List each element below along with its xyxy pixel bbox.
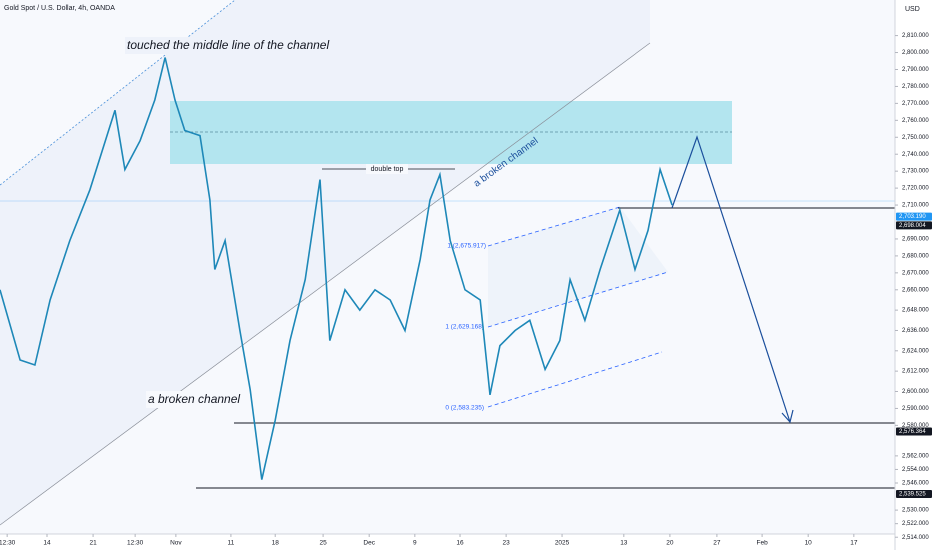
annotation: a broken channel bbox=[148, 392, 240, 406]
currency: USD bbox=[905, 6, 920, 13]
x-tick-label: 9 bbox=[413, 540, 417, 547]
y-tick-label: 2,750.000 bbox=[902, 135, 929, 141]
x-tick-label: 16 bbox=[456, 540, 464, 547]
arrow-head bbox=[781, 409, 794, 424]
x-tick-label: 23 bbox=[503, 540, 511, 547]
y-tick-label: 2,710.000 bbox=[902, 203, 929, 209]
chart-title: Gold Spot / U.S. Dollar, 4h, OANDA bbox=[4, 5, 115, 12]
y-tick-label: 2,660.000 bbox=[902, 287, 929, 293]
y-tick-label: 2,580.000 bbox=[902, 423, 929, 429]
fib-line bbox=[487, 351, 663, 408]
x-tick-label: 21 bbox=[89, 540, 97, 547]
y-tick-label: 2,720.000 bbox=[902, 186, 929, 192]
x-tick-label: 12:30 bbox=[0, 540, 16, 547]
y-tick-label: 2,670.000 bbox=[902, 270, 929, 276]
x-tick-label: 2025 bbox=[555, 540, 570, 547]
y-tick-label: 2,624.000 bbox=[902, 348, 929, 354]
x-tick-label: 25 bbox=[319, 540, 327, 547]
price-label-box bbox=[896, 212, 932, 221]
y-tick-label: 2,514.000 bbox=[902, 535, 929, 541]
channel-line bbox=[0, 42, 651, 526]
x-tick-label: 14 bbox=[43, 540, 51, 547]
y-tick-label: 2,810.000 bbox=[902, 33, 929, 39]
y-tick-label: 2,770.000 bbox=[902, 101, 929, 107]
fib-label: 1 (2,675.917) bbox=[447, 243, 486, 250]
y-tick-label: 2,760.000 bbox=[902, 118, 929, 124]
price-label: 2,539.525 bbox=[899, 492, 926, 498]
x-tick-label: 20 bbox=[666, 540, 674, 547]
fib-line bbox=[487, 206, 621, 247]
projection-arrow bbox=[671, 135, 791, 423]
y-tick-label: 2,680.000 bbox=[902, 253, 929, 259]
x-tick-label: 13 bbox=[620, 540, 628, 547]
y-tick-label: 2,740.000 bbox=[902, 152, 929, 158]
x-tick-label: Nov bbox=[170, 540, 182, 547]
x-tick-label: 12:30 bbox=[127, 540, 144, 547]
y-tick-label: 2,636.000 bbox=[902, 328, 929, 334]
x-tick-label: 27 bbox=[713, 540, 721, 547]
x-tick-label: 18 bbox=[272, 540, 280, 547]
fib-label: 0 (2,583.235) bbox=[445, 405, 484, 412]
price-label: 2,703.190 bbox=[899, 214, 926, 220]
y-tick-label: 2,800.000 bbox=[902, 50, 929, 56]
y-tick-label: 2,780.000 bbox=[902, 84, 929, 90]
x-tick-label: Feb bbox=[756, 540, 768, 547]
x-tick-label: 10 bbox=[805, 540, 813, 547]
annotation-background bbox=[125, 37, 325, 54]
resistance-zone bbox=[170, 101, 732, 164]
y-tick-label: 2,590.000 bbox=[902, 406, 929, 412]
annotation-background bbox=[146, 391, 236, 408]
x-tick-label: Dec bbox=[363, 540, 375, 547]
channel-top-line bbox=[0, 0, 236, 186]
x-tick-label: 17 bbox=[850, 540, 858, 547]
y-tick-label: 2,730.000 bbox=[902, 169, 929, 175]
y-tick-label: 2,554.000 bbox=[902, 467, 929, 473]
y-tick-label: 2,530.000 bbox=[902, 508, 929, 514]
x-tick-label: 11 bbox=[228, 540, 235, 547]
annotation: touched the middle line of the channel bbox=[127, 38, 329, 52]
annotation: double top bbox=[371, 166, 404, 173]
y-tick-label: 2,790.000 bbox=[902, 67, 929, 73]
y-tick-label: 2,648.000 bbox=[902, 308, 929, 314]
price-label-box bbox=[896, 427, 932, 436]
price-label-box bbox=[896, 489, 932, 498]
price-line bbox=[0, 57, 673, 480]
y-tick-label: 2,562.000 bbox=[902, 453, 929, 459]
y-tick-label: 2,522.000 bbox=[902, 521, 929, 527]
fib-label: 1 (2,629.168) bbox=[445, 324, 484, 331]
y-tick-label: 2,612.000 bbox=[902, 369, 929, 375]
y-tick-label: 2,546.000 bbox=[902, 481, 929, 487]
y-tick-label: 2,690.000 bbox=[902, 237, 929, 243]
fib-area bbox=[488, 207, 668, 327]
annotation-background bbox=[366, 164, 408, 174]
price-label: 2,698.004 bbox=[899, 223, 926, 229]
price-label: 2,576.364 bbox=[899, 429, 926, 435]
price-label-box bbox=[896, 221, 932, 230]
y-tick-label: 2,600.000 bbox=[902, 389, 929, 395]
